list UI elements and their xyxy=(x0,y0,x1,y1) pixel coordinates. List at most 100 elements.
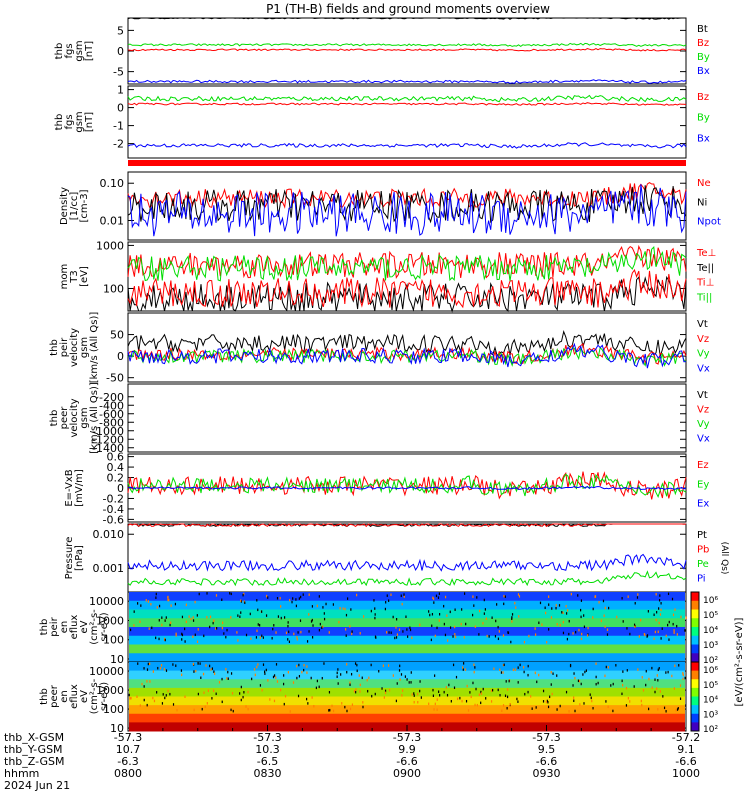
legend-Pb: Pb xyxy=(697,545,709,556)
spectrogram-speck xyxy=(662,695,664,698)
spectrogram-speck xyxy=(211,667,214,670)
spectrogram-speck xyxy=(185,620,187,624)
spectrogram-speck xyxy=(621,692,623,696)
spectrogram-speck xyxy=(556,674,558,677)
spectrogram-speck xyxy=(475,687,477,691)
spectrogram-speck xyxy=(319,622,321,626)
spectrogram-speck xyxy=(174,602,177,606)
spectrogram-speck xyxy=(507,631,510,635)
legend-By: By xyxy=(697,52,710,63)
spectrogram-speck xyxy=(311,636,314,639)
spectrogram-speck xyxy=(232,709,234,713)
colorbar-segment xyxy=(691,609,699,619)
spectrogram-speck xyxy=(225,635,227,639)
spectrogram-speck xyxy=(673,631,675,634)
spectrogram-speck xyxy=(597,681,599,685)
series-Ex xyxy=(127,485,687,491)
y-label-line: [km/s (All Qs)] xyxy=(89,312,100,384)
spectrogram-speck xyxy=(349,625,351,628)
spectrogram-speck xyxy=(565,612,568,615)
y-label-line: peer xyxy=(49,684,60,708)
spectrogram-speck xyxy=(269,698,271,701)
spectrogram-speck xyxy=(510,640,512,644)
legend-Npot: Npot xyxy=(697,217,721,228)
spectrogram-speck xyxy=(464,668,467,671)
spectrogram-speck xyxy=(310,620,313,623)
spectrogram-band xyxy=(129,627,685,637)
spectrogram-speck xyxy=(626,669,628,672)
spectrogram-speck xyxy=(261,688,263,692)
spectrogram-speck xyxy=(257,623,259,626)
spectrogram-speck xyxy=(627,595,629,598)
spectrogram-speck xyxy=(583,614,585,617)
y-tick-label: -0.4 xyxy=(103,503,124,516)
spectrogram-speck xyxy=(534,633,537,636)
spectrogram-speck xyxy=(245,705,247,708)
legend-Vt: Vt xyxy=(697,390,708,401)
spectrogram-speck xyxy=(556,623,558,626)
spectrogram-speck xyxy=(336,675,338,678)
spectrogram-speck xyxy=(592,616,594,619)
legend-Bx: Bx xyxy=(697,66,710,77)
y-tick-label: -1 xyxy=(113,120,124,133)
spectrogram-speck xyxy=(500,671,503,674)
spectrogram-speck xyxy=(170,621,172,624)
spectrogram-speck xyxy=(362,701,364,704)
spectrogram-speck xyxy=(402,630,404,633)
spectrogram-speck xyxy=(199,662,201,665)
spectrogram-speck xyxy=(434,674,436,677)
spectrogram-speck xyxy=(158,619,160,622)
y-tick-label: -600 xyxy=(99,408,124,421)
spectrogram-speck xyxy=(168,598,170,602)
series-Vx xyxy=(127,342,687,369)
spectrogram-speck xyxy=(450,699,452,703)
y-label-line: [cm-3] xyxy=(79,189,90,222)
spectrogram-speck xyxy=(656,610,658,614)
spectrogram-speck xyxy=(363,615,365,618)
y-axis-label: thb peer en eflux eV (cm²-s-sr-eV) xyxy=(39,678,110,714)
y-axis-label: thb fgs gsm [nT] xyxy=(54,111,95,132)
spectrogram-speck xyxy=(388,688,391,692)
spectrogram-speck xyxy=(582,673,584,676)
spectrogram-speck xyxy=(139,704,141,707)
spectrogram-speck xyxy=(547,705,550,709)
spectrogram-speck xyxy=(225,667,227,671)
spectrogram-speck xyxy=(344,705,346,709)
spectrogram-speck xyxy=(203,634,205,638)
spectrogram-speck xyxy=(192,616,194,619)
y-tick-label: 10 xyxy=(110,722,124,735)
spectrogram-speck xyxy=(604,606,606,610)
spectrogram-speck xyxy=(362,705,364,709)
legend-Ti||: Ti|| xyxy=(696,292,712,303)
spectrogram-speck xyxy=(256,665,258,669)
spectrogram-speck xyxy=(181,633,184,637)
spectrogram-speck xyxy=(403,595,405,598)
spectrogram-speck xyxy=(213,689,215,692)
y-label-line: peir xyxy=(59,337,70,357)
spectrogram-speck xyxy=(595,675,597,679)
spectrogram-speck xyxy=(196,614,198,617)
spectrogram-speck xyxy=(462,668,464,671)
spectrogram-speck xyxy=(625,704,628,707)
spectrogram-speck xyxy=(385,601,387,604)
spectrogram-speck xyxy=(164,638,166,642)
spectrogram-speck xyxy=(493,667,495,671)
y-label-line: [nT] xyxy=(84,112,95,132)
spectrogram-speck xyxy=(436,698,438,701)
spectrogram-speck xyxy=(299,619,302,622)
spectrogram-speck xyxy=(514,601,516,605)
colorbar-segment xyxy=(691,679,699,689)
spectrogram-speck xyxy=(267,679,269,682)
panel-fgs_gsm_zoom: 1 0 -1 -2 thb fgs gsm [nT] Bz By Bx xyxy=(54,84,710,166)
spectrogram-speck xyxy=(565,604,567,608)
spectrogram-speck xyxy=(657,630,659,634)
x-row-label: 2024 Jun 21 xyxy=(4,779,70,792)
spectrogram-speck xyxy=(461,699,463,703)
y-label-line: gsm xyxy=(79,337,90,358)
spectrogram-speck xyxy=(535,706,537,709)
colorbar-segment xyxy=(691,687,699,697)
spectrogram-speck xyxy=(606,628,609,631)
spectrogram-speck xyxy=(156,606,158,609)
spectrogram-speck xyxy=(373,599,375,602)
